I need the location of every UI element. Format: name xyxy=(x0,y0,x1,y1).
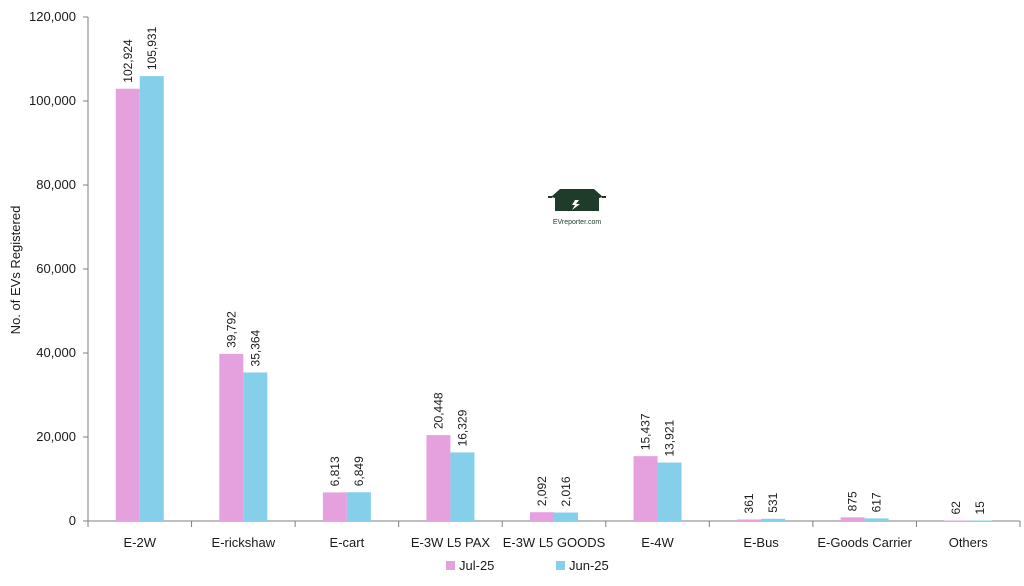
x-tick-label: E-cart xyxy=(330,535,365,550)
data-label: 15 xyxy=(973,501,987,515)
x-tick-label: E-Bus xyxy=(743,535,779,550)
data-label: 102,924 xyxy=(121,39,135,83)
data-label: 617 xyxy=(870,492,884,512)
bar-jul-25 xyxy=(322,492,347,521)
x-tick-label: E-4W xyxy=(641,535,674,550)
data-label: 875 xyxy=(846,491,860,511)
data-label: 6,813 xyxy=(328,456,342,486)
bar-jul-25 xyxy=(219,353,244,521)
bar-jun-25 xyxy=(968,520,993,521)
watermark-text: EVreporter.com xyxy=(553,219,602,226)
legend-swatch xyxy=(446,561,455,570)
data-label: 2,092 xyxy=(535,476,549,506)
x-tick-label: E-3W L5 PAX xyxy=(411,535,491,550)
x-tick-label: Others xyxy=(949,535,989,550)
data-label: 2,016 xyxy=(559,476,573,506)
data-labels-group: 102,924 39,792 6,813 20,448 2,092 15,437 361 87… xyxy=(121,26,987,514)
legend-label: Jun-25 xyxy=(569,558,609,573)
bar-jun-25 xyxy=(243,372,268,521)
data-label: 105,931 xyxy=(145,26,159,70)
bar-jul-25 xyxy=(737,519,762,521)
data-label: 20,448 xyxy=(431,392,445,429)
bar-jul-25 xyxy=(633,456,658,521)
bar-jun-25 xyxy=(761,518,786,521)
bar-jun-25 xyxy=(554,512,578,521)
bar-jul-25 xyxy=(115,88,140,521)
data-label: 13,921 xyxy=(663,420,677,457)
bar-jun-25 xyxy=(139,76,164,522)
legend: Jul-25 Jun-25 xyxy=(446,558,609,573)
data-label: 6,849 xyxy=(352,456,366,486)
y-axis-title: No. of EVs Registered xyxy=(8,206,23,335)
y-tick-label: 40,000 xyxy=(36,345,76,360)
bar-jul-25 xyxy=(530,512,554,521)
bar-jun-25 xyxy=(450,452,475,521)
watermark-logo: EVreporter.com xyxy=(548,189,606,226)
data-label: 361 xyxy=(742,493,756,513)
data-label: 531 xyxy=(766,492,780,512)
bar-jul-25 xyxy=(840,517,865,521)
axes: 0 20,000 40,000 60,000 80,000 100,000 120,000 E… xyxy=(29,9,1021,550)
bar-jul-25 xyxy=(944,520,969,521)
y-tick-label: 60,000 xyxy=(36,261,76,276)
data-label: 35,364 xyxy=(248,329,262,366)
data-label: 62 xyxy=(949,501,963,515)
legend-swatch xyxy=(556,561,565,570)
data-label: 39,792 xyxy=(224,311,238,348)
legend-label: Jul-25 xyxy=(459,558,494,573)
y-tick-label: 120,000 xyxy=(29,9,76,24)
bars-group xyxy=(115,76,993,522)
y-tick-label: 100,000 xyxy=(29,93,76,108)
y-tick-label: 80,000 xyxy=(36,177,76,192)
y-tick-label: 0 xyxy=(69,513,76,528)
bar-jun-25 xyxy=(346,492,371,521)
y-tick-label: 20,000 xyxy=(36,429,76,444)
bar-jul-25 xyxy=(426,435,451,521)
data-label: 15,437 xyxy=(639,413,653,450)
bar-jun-25 xyxy=(657,462,682,521)
x-tick-label: E-rickshaw xyxy=(212,535,276,550)
car-icon xyxy=(548,189,606,211)
x-tick-label: E-Goods Carrier xyxy=(817,535,912,550)
x-tick-label: E-2W xyxy=(124,535,157,550)
x-tick-label: E-3W L5 GOODS xyxy=(503,535,606,550)
bar-jun-25 xyxy=(864,518,889,521)
data-label: 16,329 xyxy=(455,409,469,446)
